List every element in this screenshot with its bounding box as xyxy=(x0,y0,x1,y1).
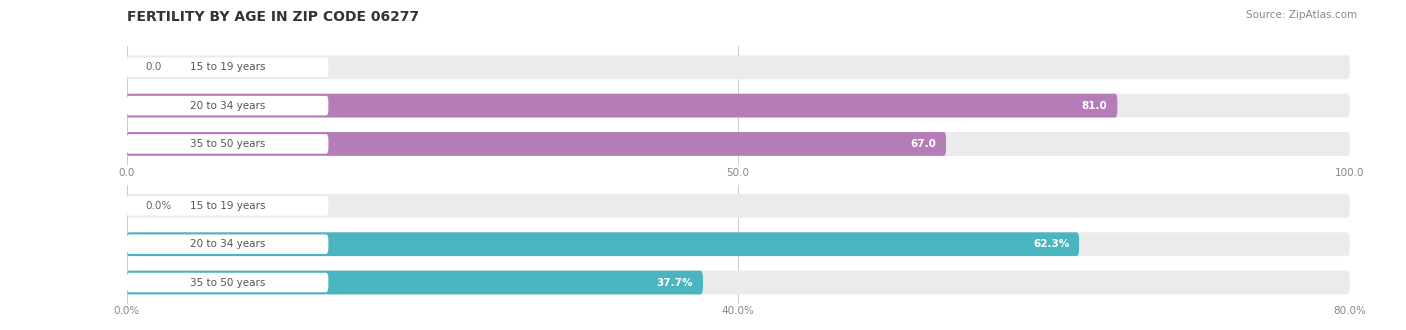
Text: 15 to 19 years: 15 to 19 years xyxy=(190,62,266,72)
FancyBboxPatch shape xyxy=(127,271,703,294)
FancyBboxPatch shape xyxy=(127,196,329,215)
Text: 67.0: 67.0 xyxy=(911,139,936,149)
FancyBboxPatch shape xyxy=(127,194,1350,218)
FancyBboxPatch shape xyxy=(127,94,1350,117)
FancyBboxPatch shape xyxy=(127,132,946,156)
FancyBboxPatch shape xyxy=(127,234,329,254)
FancyBboxPatch shape xyxy=(127,96,329,115)
Text: Source: ZipAtlas.com: Source: ZipAtlas.com xyxy=(1246,10,1357,20)
Text: 37.7%: 37.7% xyxy=(657,278,693,287)
FancyBboxPatch shape xyxy=(127,57,329,77)
Text: 62.3%: 62.3% xyxy=(1033,239,1070,249)
Text: 0.0%: 0.0% xyxy=(145,201,172,211)
FancyBboxPatch shape xyxy=(127,273,329,292)
FancyBboxPatch shape xyxy=(127,232,1350,256)
Text: 20 to 34 years: 20 to 34 years xyxy=(190,239,266,249)
FancyBboxPatch shape xyxy=(127,134,329,154)
FancyBboxPatch shape xyxy=(127,94,1118,117)
Text: 0.0: 0.0 xyxy=(145,62,162,72)
Text: 81.0: 81.0 xyxy=(1081,101,1108,111)
Text: 20 to 34 years: 20 to 34 years xyxy=(190,101,266,111)
FancyBboxPatch shape xyxy=(127,232,1080,256)
Text: 35 to 50 years: 35 to 50 years xyxy=(190,139,266,149)
FancyBboxPatch shape xyxy=(127,132,1350,156)
FancyBboxPatch shape xyxy=(127,55,1350,79)
Text: 35 to 50 years: 35 to 50 years xyxy=(190,278,266,287)
FancyBboxPatch shape xyxy=(127,271,1350,294)
Text: FERTILITY BY AGE IN ZIP CODE 06277: FERTILITY BY AGE IN ZIP CODE 06277 xyxy=(127,10,419,24)
Text: 15 to 19 years: 15 to 19 years xyxy=(190,201,266,211)
